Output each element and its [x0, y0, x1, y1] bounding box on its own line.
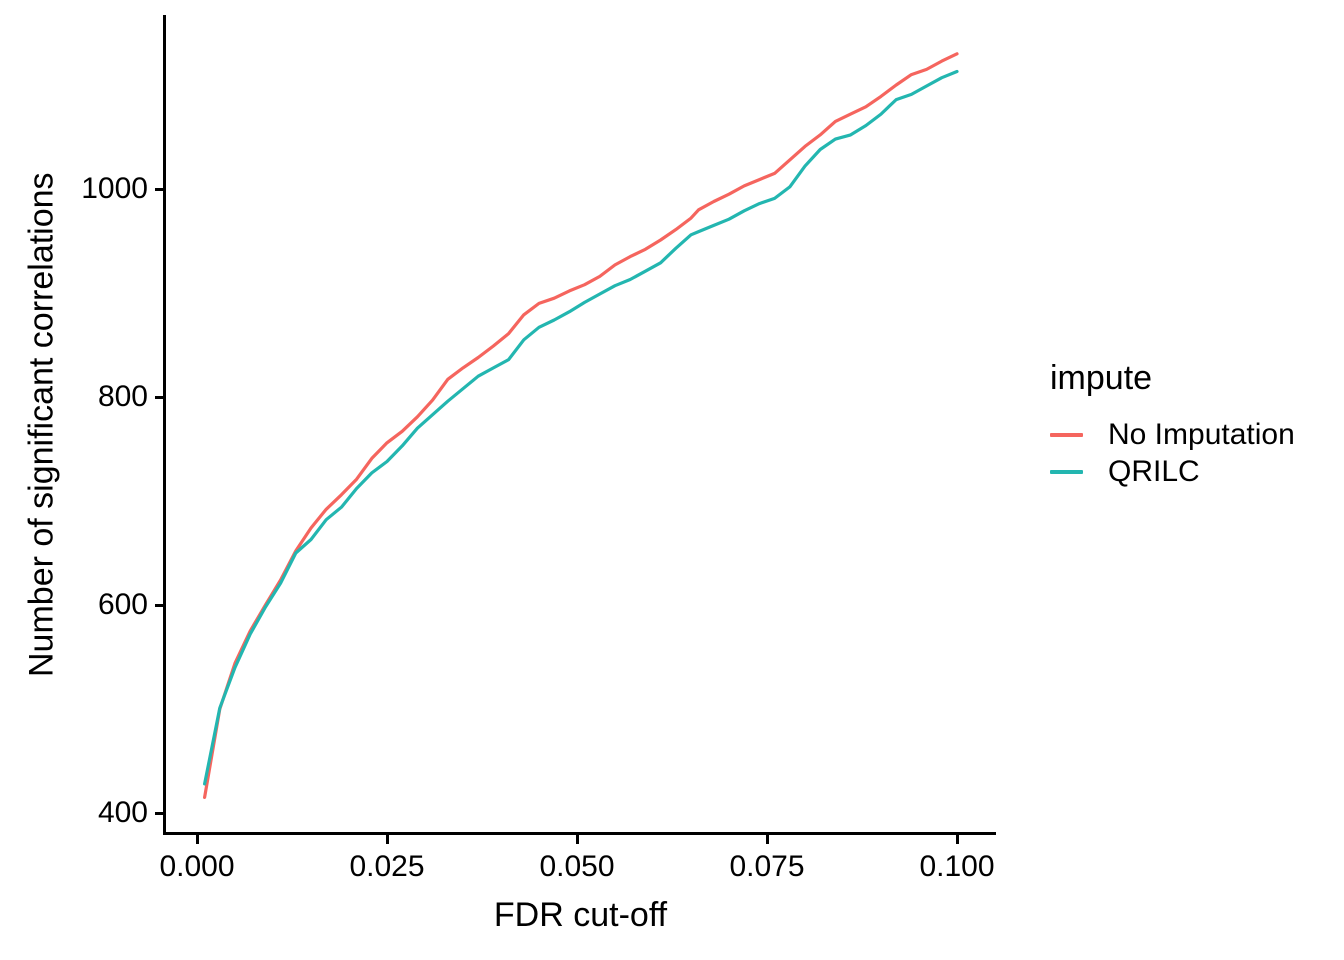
y-tick-label-600: 600 [97, 588, 148, 621]
legend-label-qrilc: QRILC [1108, 454, 1200, 488]
y-tick-label-800: 800 [97, 380, 148, 413]
legend-label-no-imputation: No Imputation [1108, 417, 1295, 451]
x-tick-label-0.025: 0.025 [349, 850, 425, 883]
series-line-qrilc [203, 69, 959, 786]
x-tick-mark-0.075 [765, 835, 769, 844]
y-tick-mark-800 [155, 395, 164, 399]
x-tick-mark-0.100 [955, 835, 959, 844]
y-tick-mark-600 [155, 603, 164, 607]
x-tick-label-0.100: 0.100 [919, 850, 995, 883]
y-tick-label-400: 400 [97, 796, 148, 829]
legend-items: No Imputation QRILC [1050, 416, 1344, 490]
legend-item-qrilc: QRILC [1050, 453, 1344, 490]
x-tick-label-0.075: 0.075 [729, 850, 805, 883]
y-tick-label-1000: 1000 [81, 172, 148, 205]
plot-panel [163, 15, 996, 835]
x-tick-mark-0.000 [195, 835, 199, 844]
x-axis-title: FDR cut-off [493, 896, 668, 934]
x-tick-label-0.050: 0.050 [539, 850, 615, 883]
legend-key-line-qrilc [1050, 469, 1083, 474]
legend: impute No Imputation QRILC [1050, 358, 1344, 490]
x-tick-mark-0.050 [575, 835, 579, 844]
y-tick-mark-400 [155, 811, 164, 815]
y-tick-mark-1000 [155, 187, 164, 191]
legend-item-no-imputation: No Imputation [1050, 416, 1344, 453]
legend-key-line-no-imputation [1050, 432, 1083, 437]
x-tick-label-0.000: 0.000 [159, 850, 235, 883]
series-line-no-imputation [203, 52, 959, 799]
x-tick-mark-0.025 [385, 835, 389, 844]
legend-title: impute [1050, 359, 1153, 397]
y-axis-title: Number of significant correlations [22, 172, 61, 678]
